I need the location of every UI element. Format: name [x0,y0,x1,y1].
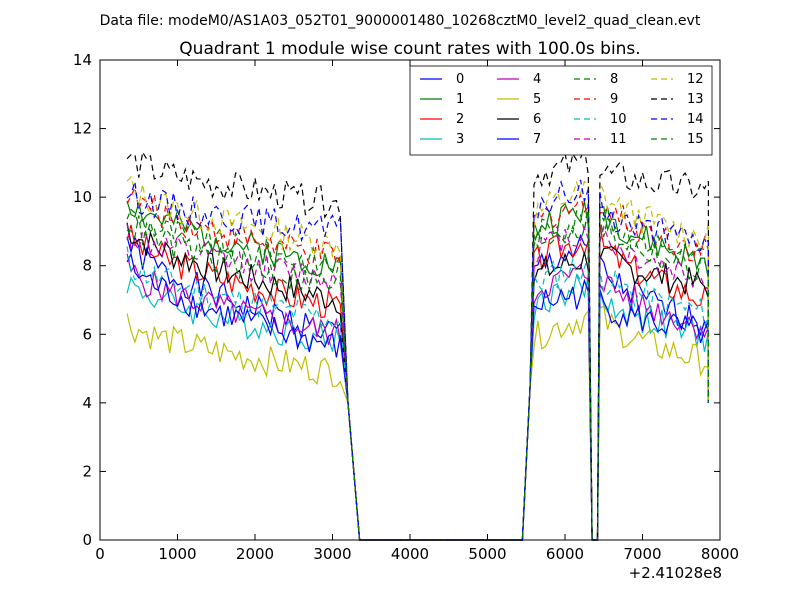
chart-suptitle: Data file: modeM0/AS1A03_052T01_90000014… [100,13,701,29]
y-tick-label: 4 [82,394,92,412]
legend-label-1: 1 [456,92,464,107]
legend-box [409,65,713,156]
series-line-3 [126,272,709,541]
x-tick-label: 6000 [546,545,584,563]
series-line-8 [126,202,709,541]
legend-label-3: 3 [456,132,464,147]
series-line-15 [127,210,709,541]
x-tick-label: 1000 [158,545,196,563]
legend-label-5: 5 [533,92,541,107]
series-line-13 [126,145,709,541]
series-line-10 [126,246,709,541]
tick-layer: 0 1000 2000 3000 4000 5000 6000 7000 80000246810… [73,51,739,563]
y-tick-label: 14 [73,51,92,69]
y-tick-label: 10 [73,188,92,206]
legend-label-11: 11 [610,132,627,147]
series-line-0 [126,233,709,541]
series-layer [126,145,709,541]
series-line-2 [126,223,709,541]
x-tick-label: 8000 [701,545,739,563]
legend-label-12: 12 [687,72,704,87]
y-tick-label: 2 [82,462,92,480]
legend-label-10: 10 [610,112,627,127]
legend-label-2: 2 [456,112,464,127]
legend-label-15: 15 [687,132,704,147]
x-tick-label: 5000 [468,545,506,563]
series-line-4 [126,253,709,541]
legend-label-14: 14 [687,112,704,127]
series-line-6 [126,222,709,541]
series-line-5 [126,305,709,541]
x-tick-label: 4000 [391,545,429,563]
legend-label-0: 0 [456,72,464,87]
chart-title: Quadrant 1 module wise count rates with … [179,39,640,59]
x-tick-label: 0 [95,545,105,563]
x-tick-label: 3000 [313,545,351,563]
y-tick-label: 6 [82,325,92,343]
legend-label-6: 6 [533,112,541,127]
legend-label-9: 9 [610,92,618,107]
legend-label-7: 7 [533,132,541,147]
series-line-14 [126,179,709,541]
y-tick-label: 8 [82,257,92,275]
series-line-1 [126,200,709,541]
series-line-11 [126,223,709,541]
x-offset-label: +2.41028e8 [629,564,722,582]
y-tick-label: 0 [82,531,92,549]
series-line-12 [126,175,709,541]
y-tick-label: 12 [73,120,92,138]
x-tick-label: 7000 [623,545,661,563]
legend-label-4: 4 [533,72,541,87]
x-tick-label: 2000 [236,545,274,563]
legend-label-8: 8 [610,72,618,87]
legend-label-13: 13 [687,92,704,107]
series-line-7 [126,252,709,541]
